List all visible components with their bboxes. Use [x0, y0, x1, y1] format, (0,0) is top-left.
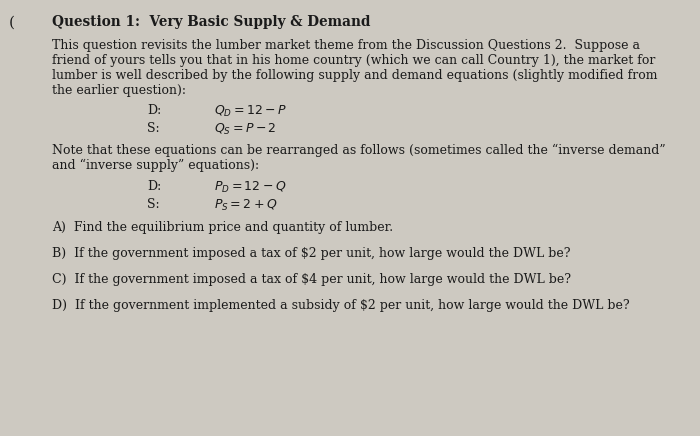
- Text: Note that these equations can be rearranged as follows (sometimes called the “in: Note that these equations can be rearran…: [52, 144, 666, 157]
- Text: This question revisits the lumber market theme from the Discussion Questions 2. : This question revisits the lumber market…: [52, 39, 640, 52]
- Text: the earlier question):: the earlier question):: [52, 84, 186, 97]
- Text: S:: S:: [147, 122, 160, 135]
- Text: Question 1:  Very Basic Supply & Demand: Question 1: Very Basic Supply & Demand: [52, 15, 371, 29]
- Text: S:: S:: [147, 198, 160, 211]
- Text: $P_D = 12 - Q$: $P_D = 12 - Q$: [214, 180, 286, 195]
- Text: (: (: [8, 15, 15, 29]
- Text: lumber is well described by the following supply and demand equations (slightly : lumber is well described by the followin…: [52, 69, 658, 82]
- Text: A)  Find the equilibrium price and quantity of lumber.: A) Find the equilibrium price and quanti…: [52, 221, 393, 234]
- Text: C)  If the government imposed a tax of $4 per unit, how large would the DWL be?: C) If the government imposed a tax of $4…: [52, 273, 571, 286]
- Text: and “inverse supply” equations):: and “inverse supply” equations):: [52, 159, 260, 172]
- Text: D:: D:: [147, 180, 161, 193]
- Text: B)  If the government imposed a tax of $2 per unit, how large would the DWL be?: B) If the government imposed a tax of $2…: [52, 247, 571, 260]
- Text: $Q_S = P - 2$: $Q_S = P - 2$: [214, 122, 276, 137]
- Text: friend of yours tells you that in his home country (which we can call Country 1): friend of yours tells you that in his ho…: [52, 54, 656, 67]
- Text: D)  If the government implemented a subsidy of $2 per unit, how large would the : D) If the government implemented a subsi…: [52, 299, 630, 312]
- Text: D:: D:: [147, 104, 161, 117]
- Text: $Q_D = 12 - P$: $Q_D = 12 - P$: [214, 104, 286, 119]
- Text: $P_S = 2 + Q$: $P_S = 2 + Q$: [214, 198, 277, 213]
